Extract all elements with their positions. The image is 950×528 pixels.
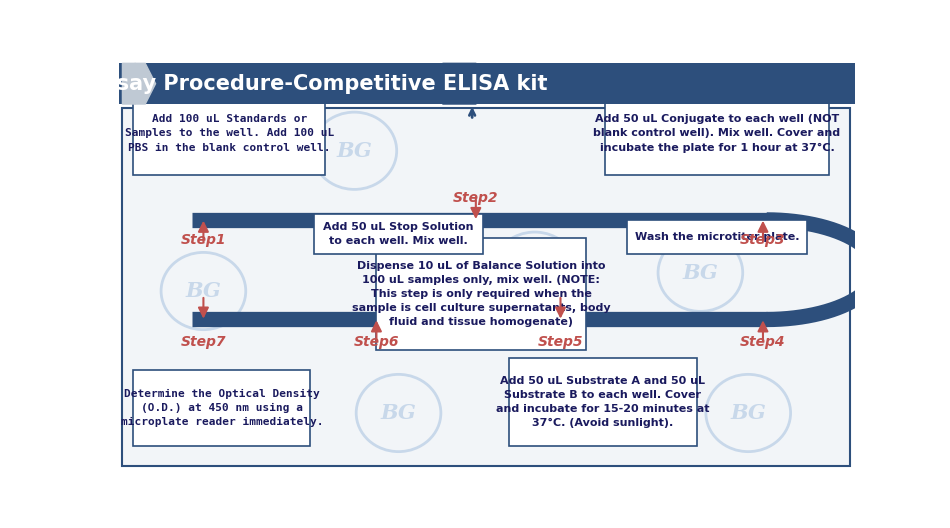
FancyBboxPatch shape xyxy=(123,108,850,466)
Text: Add 50 uL Substrate A and 50 uL
Substrate B to each well. Cover
and incubate for: Add 50 uL Substrate A and 50 uL Substrat… xyxy=(496,376,710,428)
Text: BG: BG xyxy=(731,403,767,423)
Text: Add 50 uL Stop Solution
to each well. Mix well.: Add 50 uL Stop Solution to each well. Mi… xyxy=(323,222,474,246)
Text: Wash the microtiter plate.: Wash the microtiter plate. xyxy=(635,232,799,242)
FancyBboxPatch shape xyxy=(314,214,484,254)
Polygon shape xyxy=(123,63,145,104)
FancyBboxPatch shape xyxy=(119,63,855,104)
Text: Step3: Step3 xyxy=(740,233,786,247)
Polygon shape xyxy=(135,63,156,104)
Text: Add 50 uL Conjugate to each well (NOT
blank control well). Mix well. Cover and
i: Add 50 uL Conjugate to each well (NOT bl… xyxy=(594,115,841,153)
Text: Step7: Step7 xyxy=(180,335,226,349)
FancyBboxPatch shape xyxy=(376,238,586,350)
Text: BG: BG xyxy=(185,281,221,301)
Text: Step5: Step5 xyxy=(538,335,583,349)
Text: Step2: Step2 xyxy=(453,191,499,204)
Text: Step1: Step1 xyxy=(180,233,226,247)
Text: BG: BG xyxy=(517,261,553,281)
FancyBboxPatch shape xyxy=(509,358,696,446)
FancyBboxPatch shape xyxy=(627,220,808,254)
Text: Step6: Step6 xyxy=(353,335,399,349)
Text: Add 100 uL Standards or
Samples to the well. Add 100 uL
PBS in the blank control: Add 100 uL Standards or Samples to the w… xyxy=(124,114,333,153)
Text: Assay Procedure-Competitive ELISA kit: Assay Procedure-Competitive ELISA kit xyxy=(87,74,547,93)
FancyBboxPatch shape xyxy=(133,370,310,446)
Text: Dispense 10 uL of Balance Solution into
100 uL samples only, mix well. (NOTE:
Th: Dispense 10 uL of Balance Solution into … xyxy=(352,261,611,327)
Text: BG: BG xyxy=(381,403,416,423)
FancyBboxPatch shape xyxy=(604,92,829,175)
Text: BG: BG xyxy=(682,263,718,282)
Text: BG: BG xyxy=(336,141,372,161)
Polygon shape xyxy=(443,63,486,104)
Text: Determine the Optical Density
(O.D.) at 450 nm using a
microplate reader immedia: Determine the Optical Density (O.D.) at … xyxy=(121,389,323,427)
FancyBboxPatch shape xyxy=(133,92,325,175)
Text: Step4: Step4 xyxy=(740,335,786,349)
